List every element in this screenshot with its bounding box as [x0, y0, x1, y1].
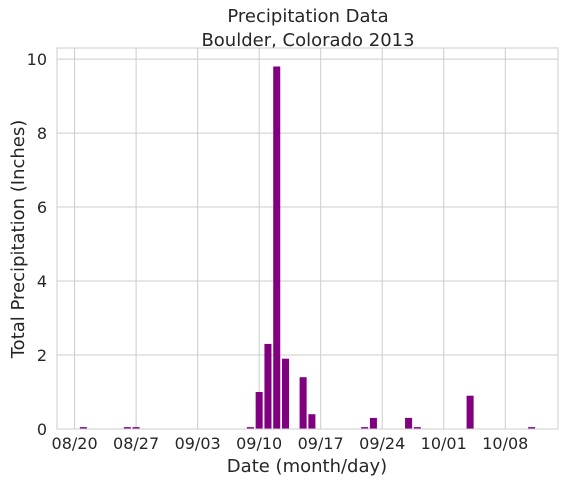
x-tick-label: 09/24 [359, 434, 405, 453]
y-tick-label: 10 [27, 50, 47, 69]
x-tick-label: 08/27 [113, 434, 159, 453]
precipitation-bar [79, 427, 87, 429]
precipitation-bar [413, 427, 421, 429]
bars [79, 66, 536, 429]
y-tick-label: 0 [37, 420, 47, 439]
y-axis-label: Total Precipitation (Inches) [8, 120, 29, 360]
precipitation-bar [361, 427, 369, 429]
precipitation-bar [528, 427, 536, 429]
precipitation-bar [299, 377, 307, 429]
precipitation-bar [255, 392, 263, 429]
y-tick-label: 6 [37, 198, 47, 217]
precipitation-bar [264, 343, 272, 429]
x-axis-label: Date (month/day) [227, 456, 387, 477]
grid-lines [57, 48, 558, 430]
precipitation-bar [246, 427, 254, 429]
precipitation-bar [405, 417, 413, 429]
precipitation-bar [273, 66, 281, 429]
y-tick-label: 2 [37, 346, 47, 365]
x-tick-labels: 08/20 08/27 09/03 09/10 09/17 09/24 10/01 10/08 [52, 434, 529, 453]
precipitation-bar [369, 417, 377, 429]
x-tick-label: 10/08 [482, 434, 528, 453]
precipitation-bar [466, 395, 474, 429]
x-tick-label: 10/01 [421, 434, 467, 453]
chart-title-line-2: Boulder, Colorado 2013 [201, 30, 414, 51]
chart-title-line-1: Precipitation Data [227, 6, 388, 27]
precipitation-bar [308, 414, 316, 429]
precipitation-bar [123, 427, 131, 429]
x-tick-label: 08/20 [52, 434, 98, 453]
y-tick-labels: 0 2 4 6 8 10 [27, 50, 47, 439]
precipitation-bar [132, 427, 140, 429]
x-tick-label: 09/10 [236, 434, 282, 453]
y-tick-label: 8 [37, 124, 47, 143]
x-tick-label: 09/17 [298, 434, 344, 453]
precipitation-bar [282, 358, 290, 429]
plot-frame [56, 47, 559, 430]
x-tick-label: 09/03 [175, 434, 221, 453]
y-tick-label: 4 [37, 272, 47, 291]
